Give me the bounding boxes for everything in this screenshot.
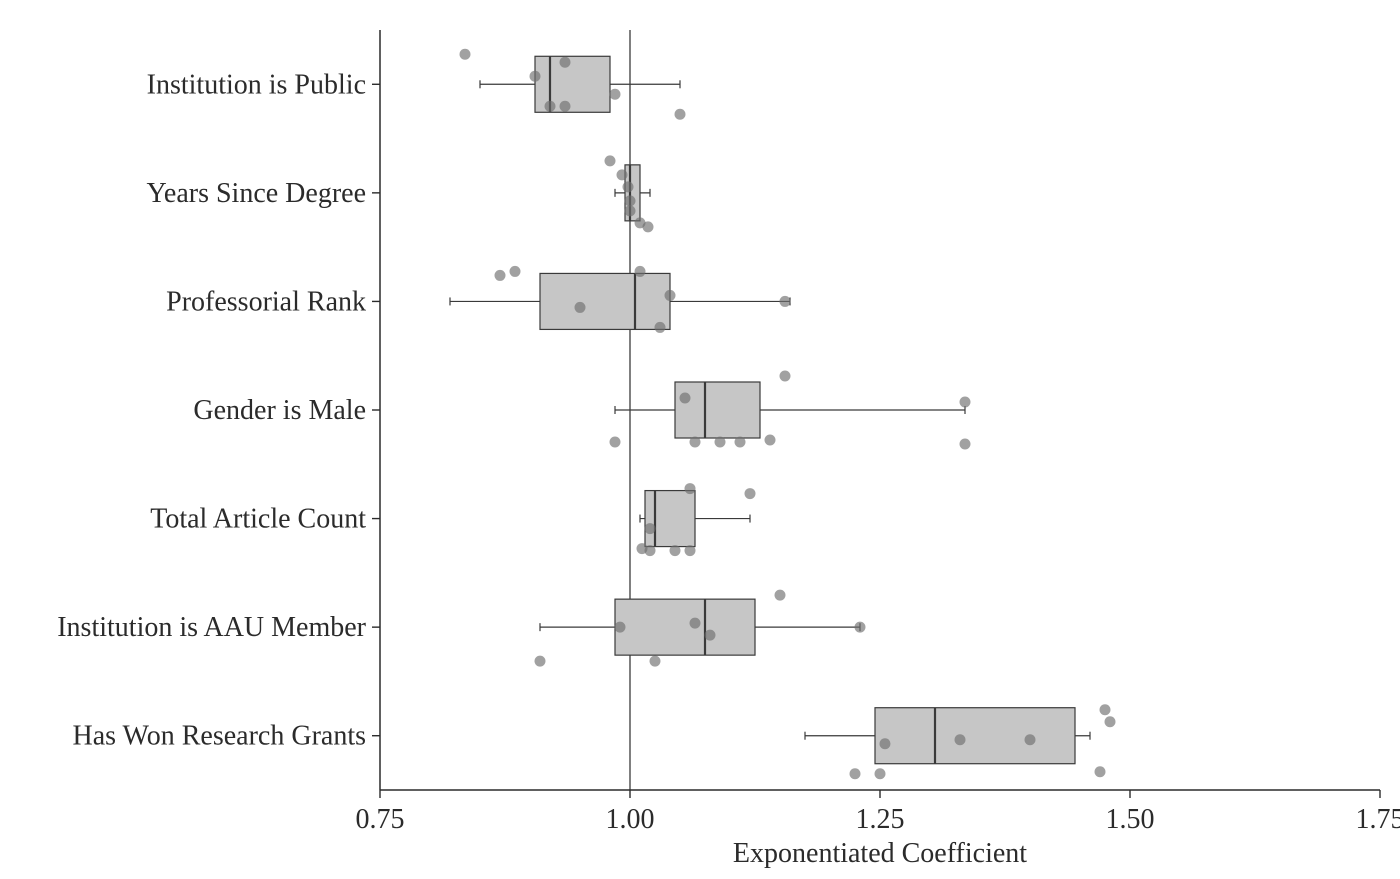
data-point xyxy=(615,622,626,633)
data-point xyxy=(610,89,621,100)
data-point xyxy=(535,656,546,667)
data-point xyxy=(643,221,654,232)
data-point xyxy=(545,101,556,112)
category-label: Gender is Male xyxy=(193,395,366,426)
data-point xyxy=(625,205,636,216)
data-point xyxy=(495,270,506,281)
data-point xyxy=(880,738,891,749)
data-point xyxy=(1095,766,1106,777)
data-point xyxy=(655,322,666,333)
category-label: Institution is AAU Member xyxy=(57,612,366,643)
data-point xyxy=(855,622,866,633)
data-point xyxy=(685,545,696,556)
x-tick-label: 1.50 xyxy=(1106,804,1155,835)
data-point xyxy=(530,71,541,82)
data-point xyxy=(460,49,471,60)
data-point xyxy=(1105,716,1116,727)
data-point xyxy=(960,439,971,450)
x-tick-label: 1.25 xyxy=(856,804,905,835)
data-point xyxy=(650,656,661,667)
x-tick-label: 1.75 xyxy=(1356,804,1400,835)
x-axis-label: Exponentiated Coefficient xyxy=(733,838,1027,869)
data-point xyxy=(560,101,571,112)
data-point xyxy=(635,266,646,277)
category-label: Total Article Count xyxy=(150,504,366,535)
category-label: Institution is Public xyxy=(147,69,366,100)
data-point xyxy=(560,57,571,68)
data-point xyxy=(610,437,621,448)
data-point xyxy=(645,545,656,556)
data-point xyxy=(575,302,586,313)
data-point xyxy=(685,483,696,494)
data-point xyxy=(955,734,966,745)
boxplot-chart: 0.75 1.00 1.25 1.50 1.75 Exponentiated Coeffi… xyxy=(0,0,1400,879)
x-tick-label: 0.75 xyxy=(356,804,405,835)
data-point xyxy=(645,523,656,534)
data-point xyxy=(875,768,886,779)
data-point xyxy=(665,290,676,301)
data-point xyxy=(1025,734,1036,745)
data-point xyxy=(745,488,756,499)
category-label: Professorial Rank xyxy=(166,286,366,317)
data-point xyxy=(715,437,726,448)
data-point xyxy=(690,437,701,448)
data-point xyxy=(1100,704,1111,715)
x-tick-label: 1.00 xyxy=(606,804,655,835)
data-point xyxy=(675,109,686,120)
data-point xyxy=(625,195,636,206)
data-point xyxy=(510,266,521,277)
data-point xyxy=(623,181,634,192)
data-point xyxy=(780,296,791,307)
data-point xyxy=(735,437,746,448)
data-point xyxy=(670,545,681,556)
data-point xyxy=(850,768,861,779)
data-point xyxy=(690,618,701,629)
data-point xyxy=(680,393,691,404)
data-point xyxy=(617,169,628,180)
category-label: Has Won Research Grants xyxy=(73,721,366,752)
data-point xyxy=(705,630,716,641)
data-point xyxy=(765,435,776,446)
data-point xyxy=(775,590,786,601)
data-point xyxy=(960,397,971,408)
category-label: Years Since Degree xyxy=(146,178,366,209)
data-point xyxy=(605,155,616,166)
data-point xyxy=(780,371,791,382)
